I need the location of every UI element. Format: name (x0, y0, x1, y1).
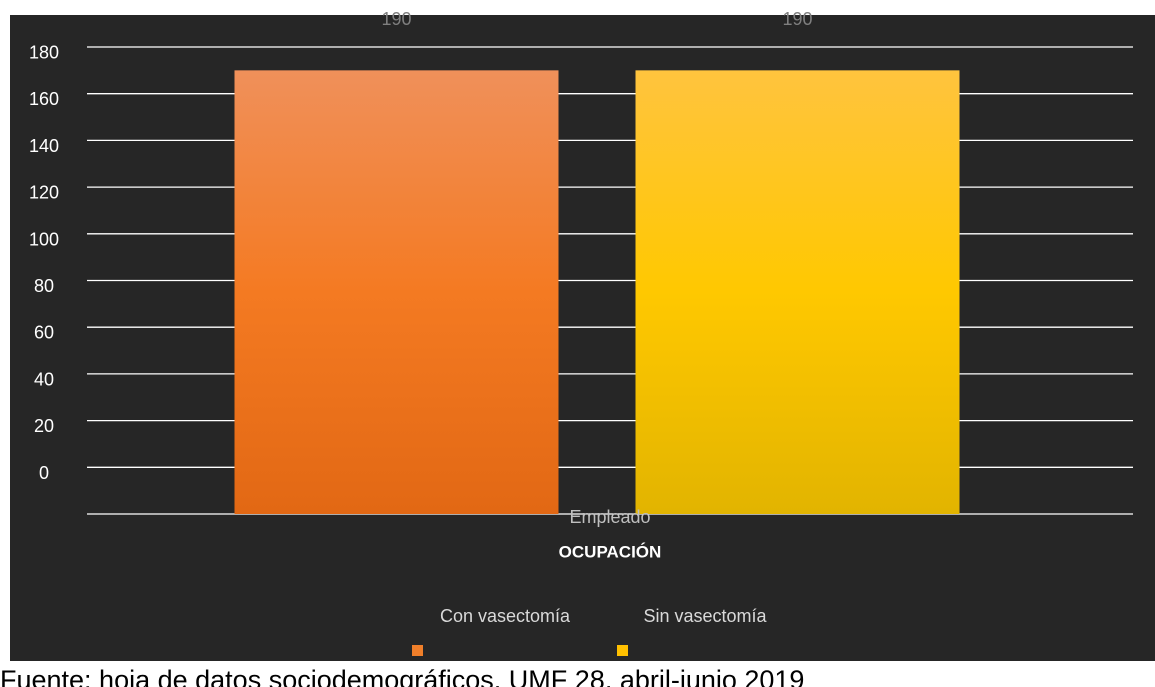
y-tick-label: 20 (34, 416, 54, 436)
y-tick-label: 0 (39, 463, 49, 483)
y-tick-label: 160 (29, 89, 59, 109)
y-tick-label: 100 (29, 229, 59, 249)
source-note: Fuente: hoja de datos sociodemográficos,… (0, 665, 804, 687)
y-tick-label: 200 (29, 0, 59, 16)
x-axis-title: OCUPACIÓN (559, 542, 662, 561)
plot-background (10, 15, 1155, 661)
y-tick-label: 40 (34, 369, 54, 389)
y-tick-label: 140 (29, 136, 59, 156)
legend-label: Con vasectomía (440, 606, 571, 626)
x-tick-label: Empleado (569, 507, 650, 527)
legend-label: Sin vasectomía (643, 606, 767, 626)
legend-swatch (617, 645, 628, 656)
bar (234, 70, 559, 514)
y-tick-label: 180 (29, 42, 59, 62)
value-label: 190 (381, 9, 411, 29)
legend-swatch (412, 645, 423, 656)
y-tick-label: 60 (34, 323, 54, 343)
y-tick-label: 80 (34, 276, 54, 296)
bar (635, 70, 960, 514)
y-tick-label: 120 (29, 183, 59, 203)
value-label: 190 (782, 9, 812, 29)
